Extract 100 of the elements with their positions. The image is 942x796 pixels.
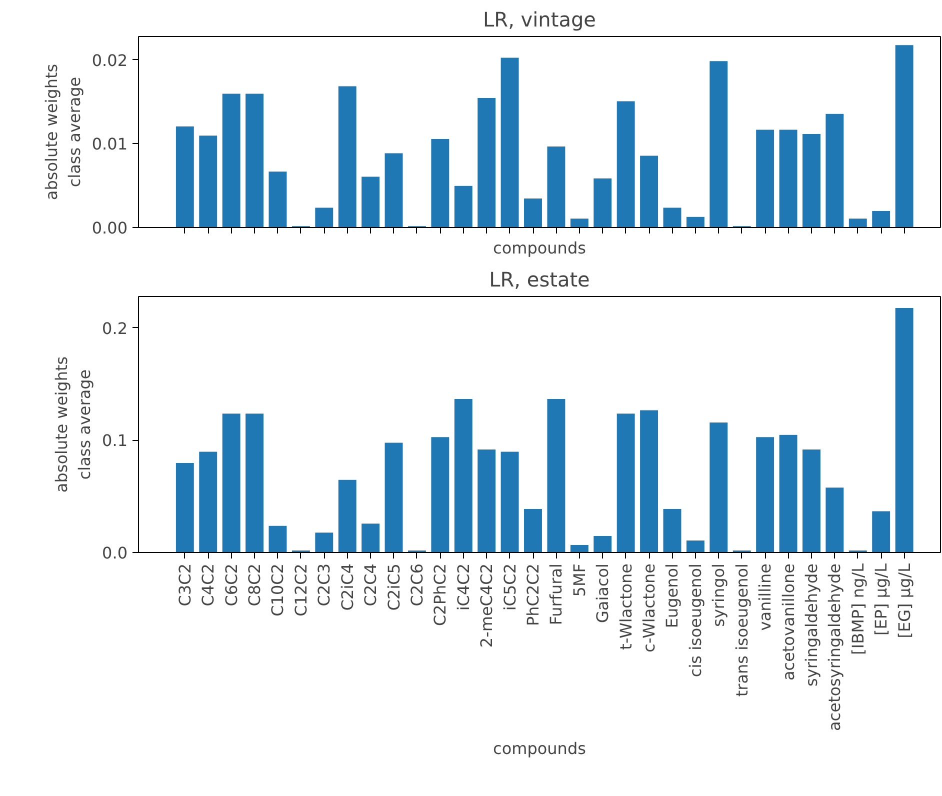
x-axis-title: compounds	[493, 238, 586, 258]
x-tick-label: C2C6	[407, 564, 426, 606]
y-axis-title: absolute weights class average	[52, 356, 94, 493]
bar	[338, 86, 357, 228]
bar	[384, 152, 404, 228]
bar	[593, 178, 612, 228]
bar	[686, 216, 706, 228]
bar	[430, 436, 450, 552]
bar	[848, 218, 868, 228]
y-tick-label: 0.2	[102, 318, 128, 338]
bar	[360, 176, 380, 228]
y-tick-label: 0.0	[102, 544, 128, 562]
bar	[244, 93, 264, 228]
bar	[755, 129, 775, 228]
x-tick-label: iC5C2	[500, 563, 520, 611]
bar	[802, 448, 822, 552]
bar	[360, 523, 380, 552]
x-tick-label: C4C2	[198, 564, 218, 606]
bar	[755, 436, 775, 552]
y-tick-label: 0.01	[92, 134, 128, 154]
x-tick-label: C2iC4	[338, 563, 357, 611]
bar	[778, 434, 798, 552]
bar	[593, 535, 612, 552]
bar	[523, 198, 543, 228]
x-tick-label: Furfural	[546, 563, 566, 626]
bar	[198, 135, 218, 228]
x-tick-label: C2PhC2	[430, 563, 450, 626]
x-tick-label: [EP] µg/L	[872, 563, 891, 636]
bar	[894, 44, 914, 228]
bar	[616, 100, 636, 228]
x-tick-label: trans isoeugenol	[732, 563, 752, 697]
x-tick-label: 2-meC4C2	[477, 563, 496, 648]
x-tick-label: acetosyringaldehyde	[825, 563, 844, 731]
x-tick-label: C10C2	[268, 563, 288, 616]
bar	[546, 146, 566, 228]
y-tick-label: 0.1	[102, 431, 128, 450]
bar	[314, 207, 334, 228]
x-tick-label: C2C4	[361, 564, 380, 606]
x-tick-label: 5MF	[570, 564, 589, 597]
bar	[872, 210, 891, 228]
bar	[709, 60, 728, 228]
chart-title: LR, vintage	[483, 8, 596, 32]
x-tick-label: vanilline	[756, 563, 775, 631]
bar	[454, 398, 473, 552]
bar	[570, 218, 589, 228]
bar	[616, 412, 636, 552]
x-tick-label: C2C3	[314, 564, 334, 606]
bar	[175, 462, 194, 552]
x-tick-label: t-Wlactone	[616, 564, 636, 650]
x-tick-label: PhC2C2	[524, 563, 542, 626]
bar	[477, 448, 496, 552]
bar	[500, 57, 520, 228]
y-tick-label: 0.00	[92, 218, 128, 238]
bar	[268, 525, 288, 552]
x-tick-label: [EG] µg/L	[894, 563, 914, 638]
bar	[268, 171, 288, 228]
x-tick-label: C2iC5	[384, 563, 404, 611]
bar	[477, 97, 496, 228]
x-tick-label: c-Wlactone	[640, 563, 659, 652]
bar	[384, 442, 404, 552]
bar	[222, 93, 241, 228]
bar	[825, 113, 844, 228]
bar	[314, 532, 334, 552]
x-tick-label: iC4C2	[454, 563, 473, 611]
bar	[894, 307, 914, 552]
bar	[430, 138, 450, 228]
y-tick-label: 0.02	[92, 50, 128, 70]
bar	[639, 155, 659, 228]
bar	[222, 412, 241, 552]
bar	[244, 412, 264, 552]
x-tick-label: C12C2	[291, 563, 310, 616]
x-tick-label: cis isoeugenol	[686, 564, 705, 678]
x-tick-label: syringaldehyde	[802, 564, 821, 686]
y-axis-title: absolute weights class average	[42, 64, 84, 200]
bar	[175, 126, 194, 228]
bar	[686, 540, 706, 552]
x-tick-label: Gaiacol	[593, 564, 612, 623]
bar	[500, 451, 520, 552]
x-tick-label: syringol	[709, 564, 728, 627]
x-tick-label: C8C2	[245, 564, 264, 606]
bar	[454, 185, 473, 228]
chart-title: LR, estate	[489, 268, 590, 292]
bar	[778, 129, 798, 228]
bar	[872, 510, 891, 552]
bar	[662, 207, 682, 228]
x-axis-title: compounds	[493, 738, 586, 758]
bar	[338, 479, 357, 552]
bar	[825, 487, 844, 552]
bar	[802, 133, 822, 228]
bar	[639, 410, 659, 552]
bar	[198, 451, 218, 552]
x-tick-label: C3C2	[175, 564, 194, 606]
bar	[662, 508, 682, 552]
x-tick-label: [IBMP] ng/L	[848, 563, 868, 655]
bar	[709, 422, 728, 552]
x-tick-label: acetovanillone	[778, 564, 798, 681]
bar	[523, 508, 543, 552]
x-tick-label: Eugenol	[662, 564, 682, 628]
bar	[570, 544, 589, 552]
bar	[546, 398, 566, 552]
